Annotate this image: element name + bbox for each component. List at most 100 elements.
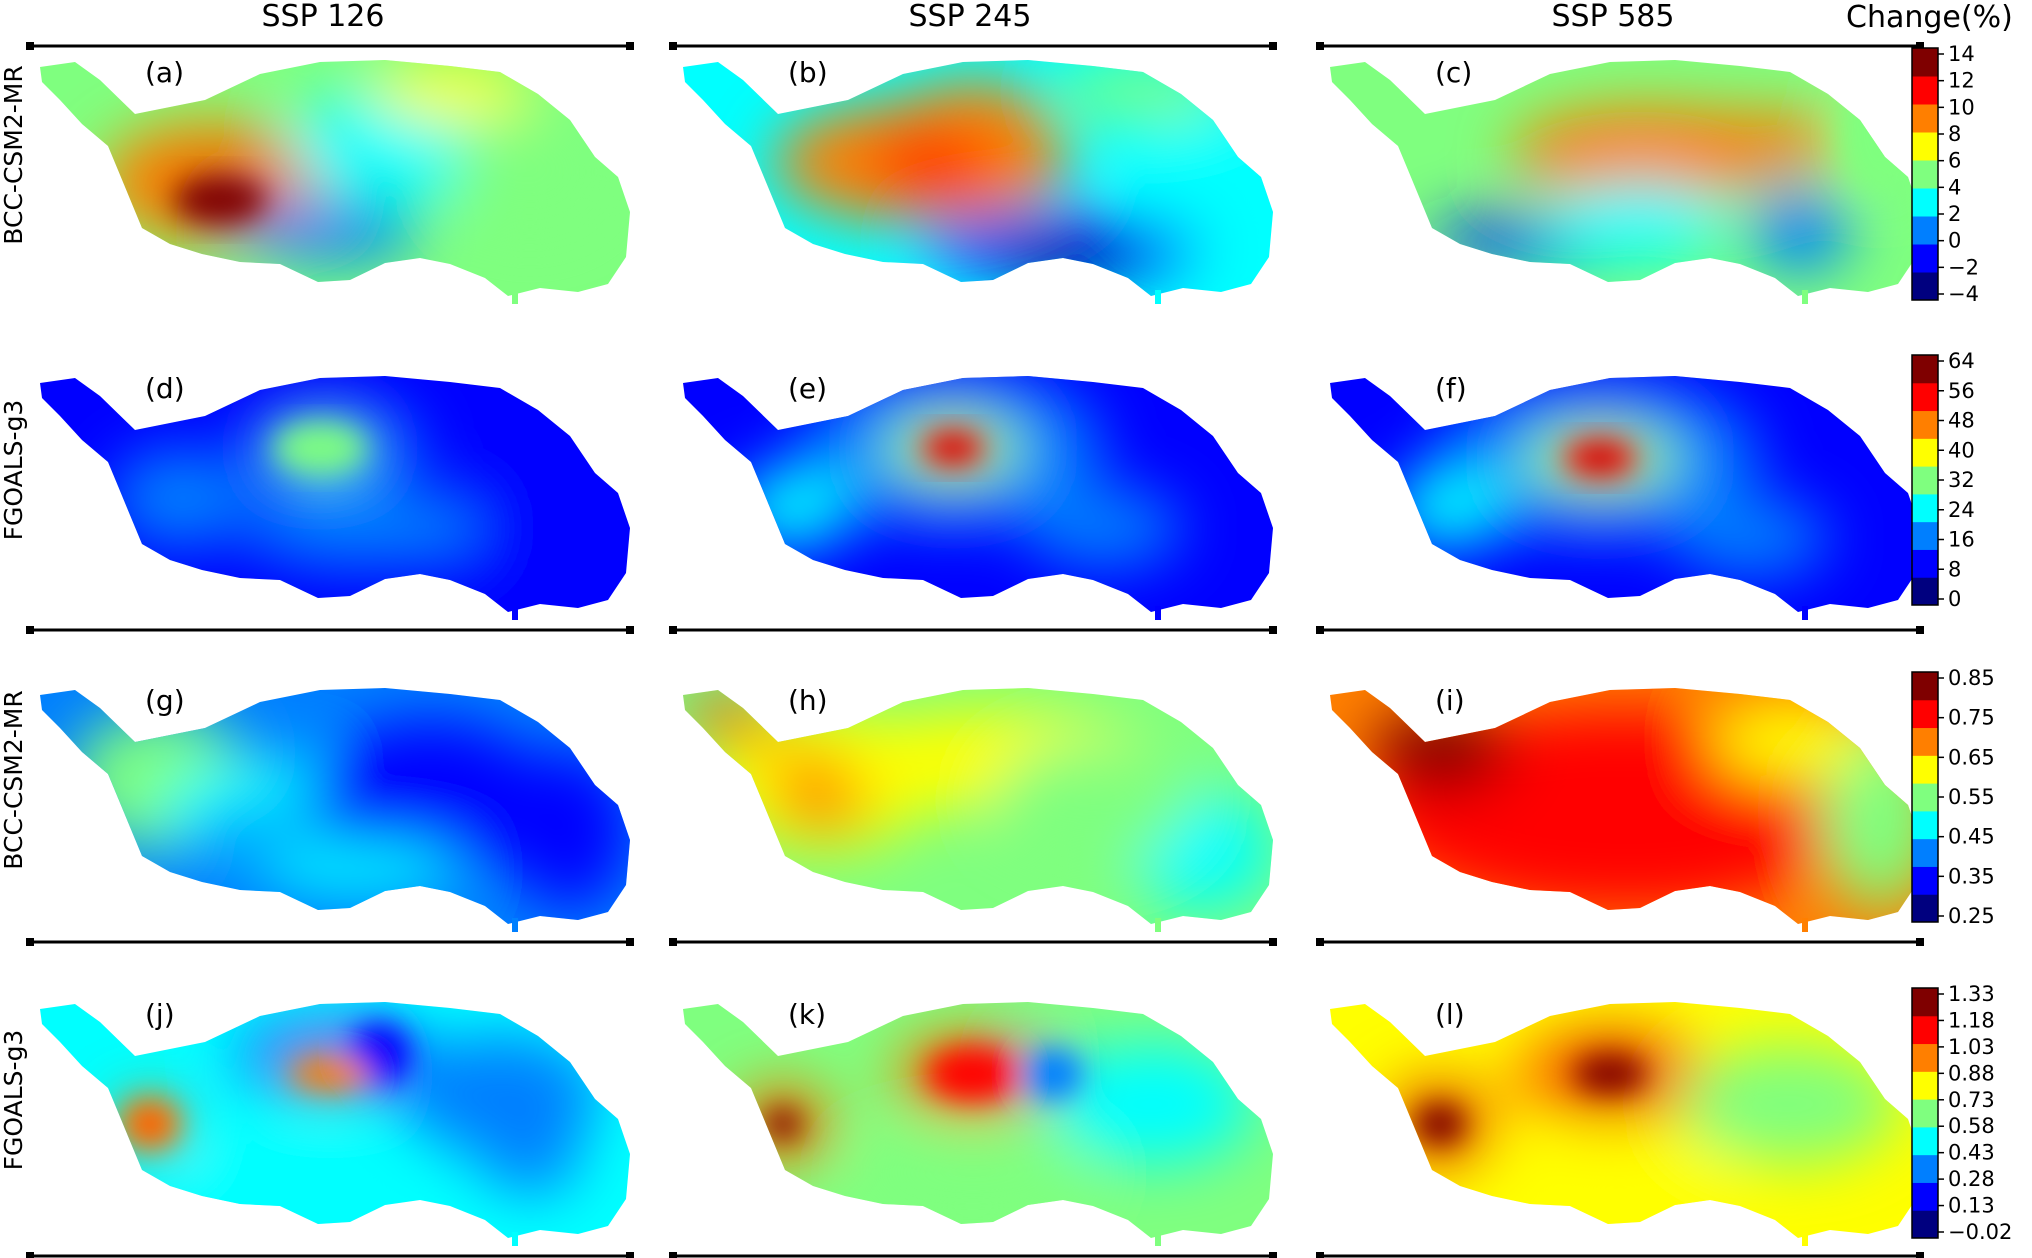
colorbar-swatch xyxy=(1912,988,1938,1017)
field-blob xyxy=(240,202,420,262)
colorbar-row-4: 1.331.18 1.030.88 0.730.58 0.430.28 0.13−0.0… xyxy=(1911,982,2012,1244)
plateau-tail xyxy=(1155,290,1161,304)
panel-f: (f) xyxy=(1316,372,1924,634)
field-blob xyxy=(1710,700,1870,780)
field-blob xyxy=(480,1114,580,1194)
plateau-tail xyxy=(512,606,518,620)
colorbar-swatch xyxy=(1912,244,1938,273)
colorbar-tick-label: 0.13 xyxy=(1948,1194,1995,1218)
colorbar-row-2: 64 56 48 40 32 24 16 8 0 xyxy=(1911,349,1975,611)
colorbar-tick-label: 0.85 xyxy=(1948,666,1995,690)
field-blob xyxy=(1023,488,1183,568)
colorbar-tick-label: 64 xyxy=(1948,349,1975,373)
colorbar-swatch xyxy=(1912,104,1938,133)
scale-tick xyxy=(1916,42,1924,50)
colorbar-swatch xyxy=(1912,1099,1938,1128)
colorbar-row-3: 0.85 0.75 0.65 0.55 0.45 0.35 0.25 xyxy=(1911,666,1995,928)
colorbar-swatch xyxy=(1912,1182,1938,1211)
plateau-map-b xyxy=(683,60,1273,296)
plateau-map-d xyxy=(40,376,630,612)
colorbar-swatch xyxy=(1912,894,1938,923)
field-blob xyxy=(180,1154,380,1214)
scale-tick xyxy=(1269,42,1277,50)
colorbar-tick-label: 0 xyxy=(1948,587,1961,611)
panel-label: (e) xyxy=(788,372,827,405)
field-core xyxy=(275,426,365,470)
colorbar-tick-label: 8 xyxy=(1948,557,1961,581)
field-blob xyxy=(1550,182,1730,262)
colorbar-title: Change(%) xyxy=(1846,0,2013,35)
field-blob xyxy=(1500,1134,1740,1214)
colorbar-tick-label: 1.18 xyxy=(1948,1008,1995,1032)
field-core xyxy=(1840,72,1920,192)
colorbar-tick-label: 1.33 xyxy=(1948,982,1995,1006)
row-label-3: BCC-CSM2-MR xyxy=(0,690,28,869)
colorbar-tick-label: 8 xyxy=(1948,122,1961,146)
colorbar-tick-label: 0 xyxy=(1948,229,1961,253)
colorbar-swatch xyxy=(1912,727,1938,756)
scale-tick xyxy=(1269,938,1277,946)
plateau-map-e xyxy=(683,376,1273,612)
panel-b: (b) xyxy=(669,42,1277,304)
field-blob xyxy=(1680,1044,1900,1164)
field-blob xyxy=(1580,730,1700,790)
field-core xyxy=(941,441,965,455)
panel-a: (a) xyxy=(26,42,634,304)
colorbar-tick-label: 0.45 xyxy=(1948,825,1995,849)
panel-k: (k) xyxy=(669,998,1277,1258)
colorbar-frame xyxy=(1911,47,1939,301)
scale-tick xyxy=(1316,626,1324,634)
colorbar-tick-label: −0.02 xyxy=(1948,1220,2012,1244)
colorbar-swatch xyxy=(1912,1015,1938,1045)
colorbar-tick-label: 0.43 xyxy=(1948,1141,1995,1165)
field-blob xyxy=(1133,112,1273,232)
colorbar-swatch xyxy=(1912,672,1938,701)
colorbar-swatch xyxy=(1912,272,1938,301)
colorbar-swatch xyxy=(1912,783,1938,812)
field-core xyxy=(1586,450,1614,466)
colorbar-swatch xyxy=(1912,355,1938,384)
plateau-tail xyxy=(1155,918,1161,932)
colorbar-tick-label: 14 xyxy=(1948,42,1975,66)
panel-i: (i) xyxy=(1316,684,1924,946)
scale-tick xyxy=(1316,1252,1324,1258)
colorbar-tick-label: 0.73 xyxy=(1948,1088,1995,1112)
colorbar-swatch xyxy=(1912,493,1938,523)
colorbar-swatch xyxy=(1912,810,1938,840)
colorbar-tick-label: 16 xyxy=(1948,528,1975,552)
field-core xyxy=(138,1112,162,1136)
row-label-2: FGOALS-g3 xyxy=(0,400,28,541)
colorbar-swatch xyxy=(1912,521,1938,550)
colorbar-tick-label: 40 xyxy=(1948,438,1975,462)
field-core xyxy=(1575,1056,1645,1092)
colorbar-swatch xyxy=(1912,1126,1938,1156)
column-titles: SSP 126 SSP 245 SSP 585 xyxy=(262,0,1675,34)
colorbar-tick-label: 0.88 xyxy=(1948,1061,1995,1085)
colorbar-tick-label: 2 xyxy=(1948,202,1961,226)
panel-l: (l) xyxy=(1316,998,1924,1258)
field-blob xyxy=(873,134,993,194)
panel-g: (g) xyxy=(26,684,634,946)
scale-tick xyxy=(26,938,34,946)
scale-tick xyxy=(1916,938,1924,946)
plateau-map-h xyxy=(683,688,1273,924)
colorbar-swatch xyxy=(1912,76,1938,105)
row-labels: BCC-CSM2-MR FGOALS-g3 BCC-CSM2-MR FGOALS-g3 xyxy=(0,65,28,1170)
colorbar-tick-label: 1.03 xyxy=(1948,1035,1995,1059)
plateau-tail xyxy=(1802,606,1808,620)
panel-c: (c) xyxy=(1316,42,1924,304)
colorbar-swatch xyxy=(1912,382,1938,412)
colorbar-tick-label: 0.75 xyxy=(1948,706,1995,730)
colorbar-swatch xyxy=(1912,188,1938,217)
field-blob xyxy=(260,845,460,895)
field-blob xyxy=(1370,710,1510,790)
field-core xyxy=(1415,1104,1465,1144)
scale-tick xyxy=(669,1252,677,1258)
colorbar-tick-label: 0.58 xyxy=(1948,1114,1995,1138)
scale-tick xyxy=(26,1252,34,1258)
colorbar-tick-label: 32 xyxy=(1948,468,1975,492)
field-blob xyxy=(853,1134,1093,1214)
colorbar-swatch xyxy=(1912,1043,1938,1072)
panel-label: (f) xyxy=(1435,372,1467,405)
field-blob xyxy=(310,720,550,880)
